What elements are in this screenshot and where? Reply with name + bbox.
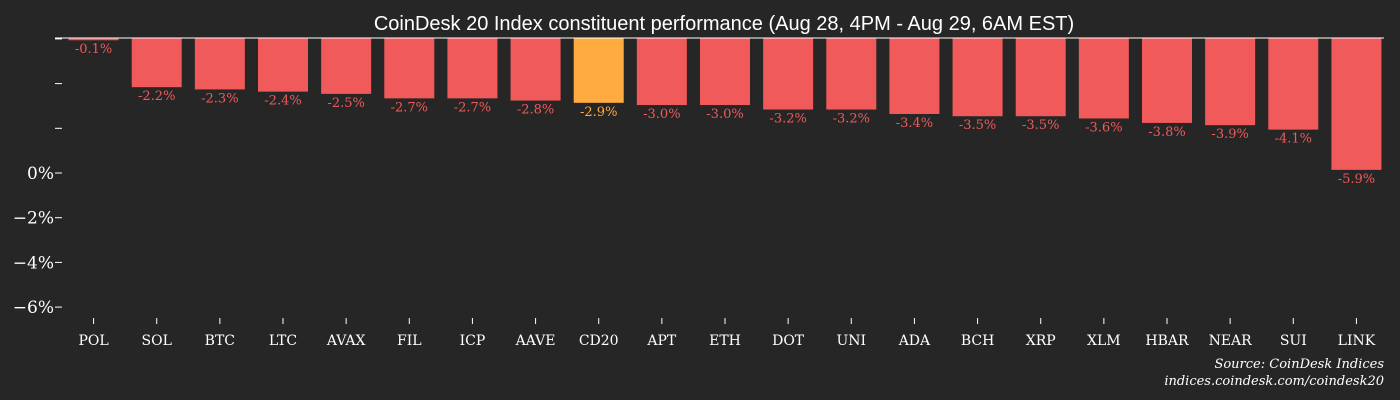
bar-sol: [131, 38, 182, 88]
bar-uni: [826, 38, 877, 110]
x-tick-label-sui: SUI: [1280, 333, 1307, 349]
data-label-uni: -3.2%: [833, 112, 870, 127]
x-tick-label-icp: ICP: [460, 333, 486, 349]
x-tick-label-pol: POL: [78, 333, 108, 349]
x-tick-label-sol: SOL: [142, 333, 172, 349]
data-label-sol: -2.2%: [138, 89, 175, 104]
x-tick-label-avax: AVAX: [326, 333, 366, 349]
x-tick-label-bch: BCH: [961, 333, 994, 349]
x-tick-label-fil: FIL: [397, 333, 422, 349]
y-tick-label: −2%: [13, 209, 54, 229]
y-tick-label: 0%: [27, 164, 54, 184]
data-label-fil: -2.7%: [391, 100, 428, 115]
data-label-near: -3.9%: [1211, 127, 1248, 142]
x-tick-label-xlm: XLM: [1087, 333, 1121, 349]
x-tick-label-link: LINK: [1338, 333, 1376, 349]
y-axis: 0% −2% −4% −6%: [13, 38, 62, 318]
bar-icp: [447, 38, 498, 99]
bar-pol: [68, 38, 119, 41]
bar-near: [1205, 38, 1256, 126]
x-axis: POL SOL BTC LTC AVAX FIL ICP AAVE CD20 APT ETH DOT U…: [78, 318, 1376, 349]
bar-apt: [636, 38, 687, 106]
bar-xlm: [1078, 38, 1129, 119]
x-tick-label-ada: ADA: [898, 333, 931, 349]
data-label-xrp: -3.5%: [1022, 118, 1059, 133]
source-line-1: Source: CoinDesk Indices: [1214, 357, 1384, 372]
data-label-dot: -3.2%: [769, 112, 806, 127]
bar-aave: [510, 38, 561, 101]
data-label-hbar: -3.8%: [1148, 125, 1185, 140]
bar-sui: [1268, 38, 1319, 130]
x-tick-label-btc: BTC: [205, 333, 235, 349]
x-tick-label-dot: DOT: [772, 333, 805, 349]
x-tick-label-hbar: HBAR: [1145, 333, 1189, 349]
data-label-ltc: -2.4%: [264, 94, 301, 109]
data-label-bch: -3.5%: [959, 118, 996, 133]
x-tick-label-aave: AAVE: [515, 333, 556, 349]
bar-link: [1331, 38, 1382, 170]
bar-ltc: [258, 38, 308, 92]
data-label-btc: -2.3%: [201, 91, 238, 106]
bar-fil: [384, 38, 435, 99]
x-tick-label-cd20: CD20: [579, 333, 619, 349]
bar-btc: [194, 38, 245, 90]
bar-xrp: [1015, 38, 1066, 117]
x-tick-label-apt: APT: [646, 333, 677, 349]
data-label-avax: -2.5%: [327, 96, 364, 111]
data-label-icp: -2.7%: [454, 100, 491, 115]
x-tick-label-near: NEAR: [1209, 333, 1253, 349]
data-label-pol: -0.1%: [75, 42, 112, 57]
x-tick-label-eth: ETH: [709, 333, 741, 349]
data-label-ada: -3.4%: [896, 116, 933, 131]
data-label-link: -5.9%: [1338, 172, 1375, 187]
bar-hbar: [1142, 38, 1192, 123]
bar-eth: [700, 38, 750, 106]
data-label-cd20: -2.9%: [580, 105, 617, 120]
data-label-sui: -4.1%: [1275, 132, 1312, 147]
data-label-eth: -3.0%: [706, 107, 743, 122]
bar-ada: [889, 38, 940, 114]
x-tick-label-xrp: XRP: [1026, 333, 1056, 349]
data-labels-group: -0.1% -2.2% -2.3% -2.4% -2.5% -2.7% -2.7% -2.8%…: [75, 42, 1375, 187]
bar-avax: [321, 38, 372, 94]
x-tick-label-ltc: LTC: [269, 333, 297, 349]
chart-title: CoinDesk 20 Index constituent performanc…: [374, 13, 1074, 35]
x-tick-label-uni: UNI: [836, 333, 866, 349]
bars-group: [68, 38, 1382, 170]
source-line-2: indices.coindesk.com/coindesk20: [1164, 374, 1384, 389]
data-label-xlm: -3.6%: [1085, 120, 1122, 135]
bar-cd20: [573, 38, 624, 103]
bar-bch: [952, 38, 1003, 117]
data-label-aave: -2.8%: [517, 103, 554, 118]
y-tick-label: −4%: [13, 253, 54, 273]
bar-dot: [763, 38, 814, 110]
data-label-apt: -3.0%: [643, 107, 680, 122]
y-tick-label: −6%: [13, 298, 54, 318]
